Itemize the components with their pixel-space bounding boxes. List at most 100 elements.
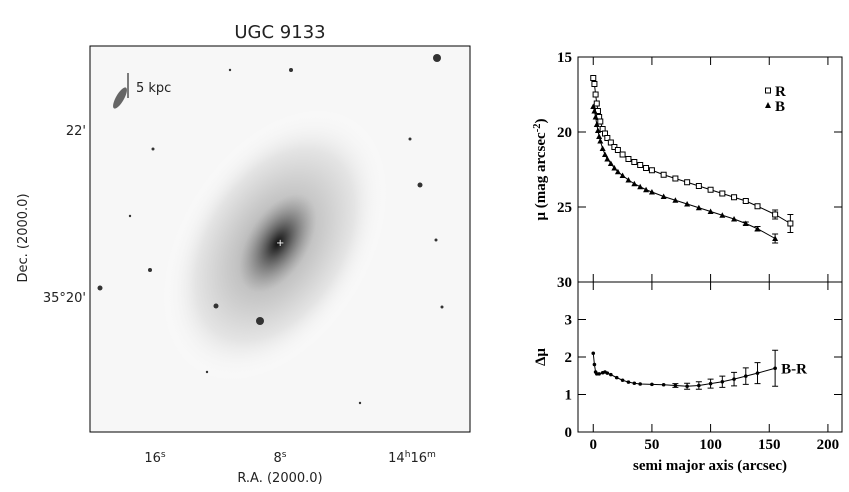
image-xlabel: R.A. (2000.0) [237,471,322,486]
legend-label: B [775,99,785,115]
stars [97,54,444,405]
marker-triangle [719,212,726,218]
scale-label: 5 kpc [136,81,171,96]
plot-frame [577,281,843,433]
marker-square [631,159,638,165]
image-title: UGC 9133 [234,22,325,43]
x-tick-label: 0 [590,437,598,453]
marker-square [593,100,600,107]
marker-triangle [594,127,601,133]
marker-dot [743,374,748,378]
marker-dot [632,381,637,386]
ra-tick-label-part: 8 [273,451,281,466]
x-tick-label: 50 [644,437,659,453]
marker-square [619,151,626,158]
y-tick-label: 20 [557,125,572,141]
y-tick-label: 2 [565,350,573,366]
ra-tick-label-part: s [161,450,166,460]
marker-dot [597,372,601,376]
ra-tick-label-part: m [427,450,436,460]
marker-triangle [611,165,618,171]
marker-dot [614,375,619,380]
marker-dot [697,383,701,388]
marker-dot [620,378,625,383]
y-axis-label-part: -2 [532,124,543,133]
marker-square [742,198,749,204]
marker-triangle [707,208,714,214]
marker-triangle [772,235,779,241]
marker-triangle [695,204,702,211]
marker-square [772,211,779,218]
legend-marker [765,102,771,108]
marker-triangle [596,133,603,139]
marker-dot [685,384,689,389]
y-tick-label: 30 [557,275,572,291]
marker-dot [638,382,642,386]
marker-square [787,220,794,227]
ra-tick-label-part: h [405,450,411,460]
y-tick-label: 1 [565,388,573,404]
marker-triangle [631,180,638,187]
profile-line [592,353,776,387]
legend-label: R [775,84,786,100]
marker-triangle [590,103,597,109]
marker-square [604,135,611,141]
y-tick-label: 3 [565,313,573,329]
ra-tick-label-part: 14 [388,451,405,466]
marker-triangle [593,121,600,127]
dec-tick-label-part: 22' [66,124,86,139]
marker-triangle [591,108,598,114]
marker-dot [650,382,654,387]
image-frame [89,45,471,433]
marker-square [695,183,702,189]
marker-triangle [614,168,621,175]
y-axis-label-part: ) [533,119,549,124]
annotation: B-R [781,361,807,377]
marker-dot [732,377,736,381]
legend-marker [765,87,771,94]
profile-line [592,77,791,224]
marker-dot [609,372,613,377]
marker-square [625,156,632,162]
marker-square [731,194,738,201]
marker-square [707,186,714,193]
marker-triangle [643,186,650,193]
galaxy-image: + 5 kpc UGC 9133 R.A. (2000.0) Dec. (200… [16,22,471,486]
y-axis-label-part: μ (mag arcsec [533,132,549,221]
marker-triangle [648,189,655,195]
marker-triangle [754,225,761,232]
marker-triangle [731,216,738,222]
ra-tick-label-part: 16 [410,451,427,466]
ra-tick-label: 8s [273,450,286,466]
ra-tick-label-part: 16 [144,451,161,466]
marker-square [648,167,655,174]
y-tick-label: 15 [557,50,572,66]
marker-dot [708,381,713,386]
marker-triangle [597,138,604,144]
marker-square [607,139,614,146]
ra-tick-label: 16s [144,450,166,466]
marker-triangle [742,220,749,226]
y-axis-label: Δμ [533,348,549,366]
marker-triangle [672,197,679,203]
marker-dot [661,382,666,387]
marker-square [597,118,604,125]
marker-square [614,147,621,153]
center-mark: + [276,238,284,249]
y-axis-label: μ (mag arcsec-2) [532,119,550,221]
marker-triangle [660,193,667,199]
marker-dot [605,371,610,375]
galaxy-core [239,193,317,293]
marker-square [684,179,691,186]
y-tick-label: 25 [557,200,572,216]
marker-square [672,175,679,182]
dec-tick-label-part: 35°20' [43,291,86,306]
marker-square [660,171,667,178]
image-ylabel: Dec. (2000.0) [16,193,31,282]
marker-square [643,165,650,171]
marker-dot [591,351,596,356]
marker-square [591,81,598,87]
marker-triangle [684,201,691,207]
x-tick-label: 150 [758,437,781,453]
